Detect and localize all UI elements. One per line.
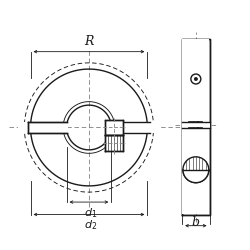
Text: $d_2$: $d_2$ bbox=[84, 218, 97, 232]
Polygon shape bbox=[182, 39, 210, 214]
Polygon shape bbox=[182, 128, 209, 214]
Text: b: b bbox=[192, 216, 200, 229]
Polygon shape bbox=[182, 122, 210, 128]
Text: $d_1$: $d_1$ bbox=[84, 206, 97, 220]
Polygon shape bbox=[110, 122, 160, 133]
Polygon shape bbox=[105, 120, 122, 135]
Circle shape bbox=[194, 78, 198, 80]
Polygon shape bbox=[18, 122, 68, 133]
Polygon shape bbox=[183, 170, 209, 183]
Text: R: R bbox=[84, 35, 94, 48]
Polygon shape bbox=[182, 40, 209, 122]
Polygon shape bbox=[105, 135, 122, 151]
